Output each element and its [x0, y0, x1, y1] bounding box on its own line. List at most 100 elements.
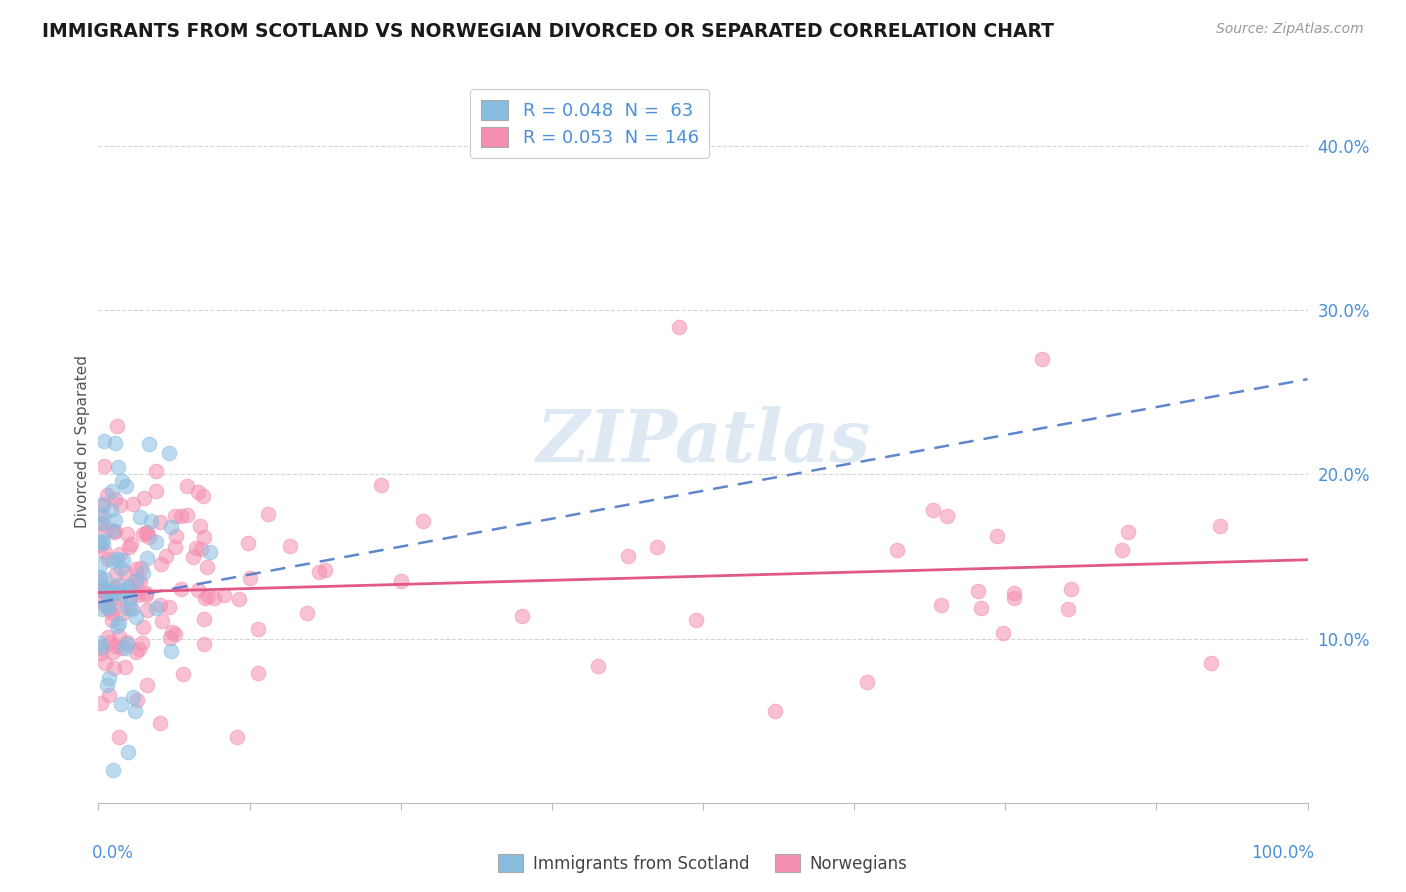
Point [135, 586, 157, 600]
Point [685, 613, 707, 627]
Point [510, 608, 533, 623]
Point [125, 693, 148, 707]
Point [668, 319, 690, 334]
Point [645, 540, 668, 554]
Text: 100.0%: 100.0% [1250, 844, 1313, 862]
Point [93, 584, 115, 599]
Point [97, 552, 120, 566]
Point [132, 491, 155, 505]
Point [1031, 352, 1053, 367]
Point [1111, 543, 1133, 558]
Point [616, 549, 638, 563]
Point [125, 645, 148, 659]
Point [991, 626, 1014, 640]
Point [935, 509, 957, 524]
Point [165, 540, 187, 554]
Point [239, 571, 262, 585]
Point [96, 678, 118, 692]
Point [101, 583, 124, 598]
Point [212, 588, 235, 602]
Point [188, 519, 211, 533]
Point [128, 641, 150, 656]
Point [295, 606, 318, 620]
Point [101, 644, 124, 658]
Point [96, 585, 118, 599]
Point [138, 530, 160, 544]
Point [136, 551, 159, 566]
Point [172, 667, 194, 681]
Point [89, 516, 111, 530]
Point [127, 573, 149, 587]
Text: 0.0%: 0.0% [93, 844, 134, 862]
Point [308, 566, 330, 580]
Point [125, 562, 148, 576]
Point [149, 599, 172, 613]
Point [117, 745, 139, 759]
Point [1002, 586, 1025, 600]
Point [184, 541, 207, 555]
Point [108, 615, 131, 630]
Point [922, 503, 945, 517]
Point [181, 550, 204, 565]
Point [104, 639, 127, 653]
Point [314, 563, 336, 577]
Point [94, 572, 117, 586]
Point [90, 696, 112, 710]
Point [124, 609, 146, 624]
Point [149, 715, 172, 730]
Point [98, 602, 121, 616]
Point [370, 477, 392, 491]
Point [145, 535, 167, 549]
Point [91, 498, 114, 512]
Point [202, 591, 225, 605]
Point [155, 549, 177, 563]
Point [128, 574, 150, 588]
Point [115, 479, 138, 493]
Point [90, 640, 112, 655]
Point [105, 582, 128, 596]
Point [136, 524, 159, 539]
Point [124, 574, 146, 588]
Point [121, 586, 143, 600]
Point [101, 580, 124, 594]
Point [96, 488, 118, 502]
Point [115, 582, 138, 597]
Point [89, 538, 111, 552]
Point [763, 704, 786, 718]
Point [986, 529, 1008, 543]
Point [89, 572, 111, 586]
Point [121, 601, 143, 615]
Point [256, 507, 278, 521]
Point [967, 583, 990, 598]
Point [110, 587, 132, 601]
Point [105, 418, 128, 433]
Point [105, 619, 128, 633]
Point [194, 591, 217, 605]
Point [412, 514, 434, 528]
Point [105, 552, 128, 566]
Point [1002, 591, 1025, 606]
Point [103, 525, 125, 540]
Point [97, 630, 120, 644]
Point [93, 458, 115, 473]
Point [94, 545, 117, 559]
Point [94, 599, 117, 613]
Point [160, 520, 183, 534]
Point [107, 459, 129, 474]
Point [120, 591, 142, 606]
Point [1057, 602, 1080, 616]
Point [159, 600, 181, 615]
Point [94, 524, 117, 538]
Point [165, 509, 187, 524]
Point [111, 553, 134, 567]
Point [91, 534, 114, 549]
Point [110, 547, 132, 561]
Point [104, 524, 127, 539]
Point [91, 602, 114, 616]
Point [114, 640, 136, 655]
Point [165, 529, 187, 543]
Point [104, 492, 127, 507]
Point [115, 601, 138, 615]
Point [191, 489, 214, 503]
Point [117, 580, 139, 594]
